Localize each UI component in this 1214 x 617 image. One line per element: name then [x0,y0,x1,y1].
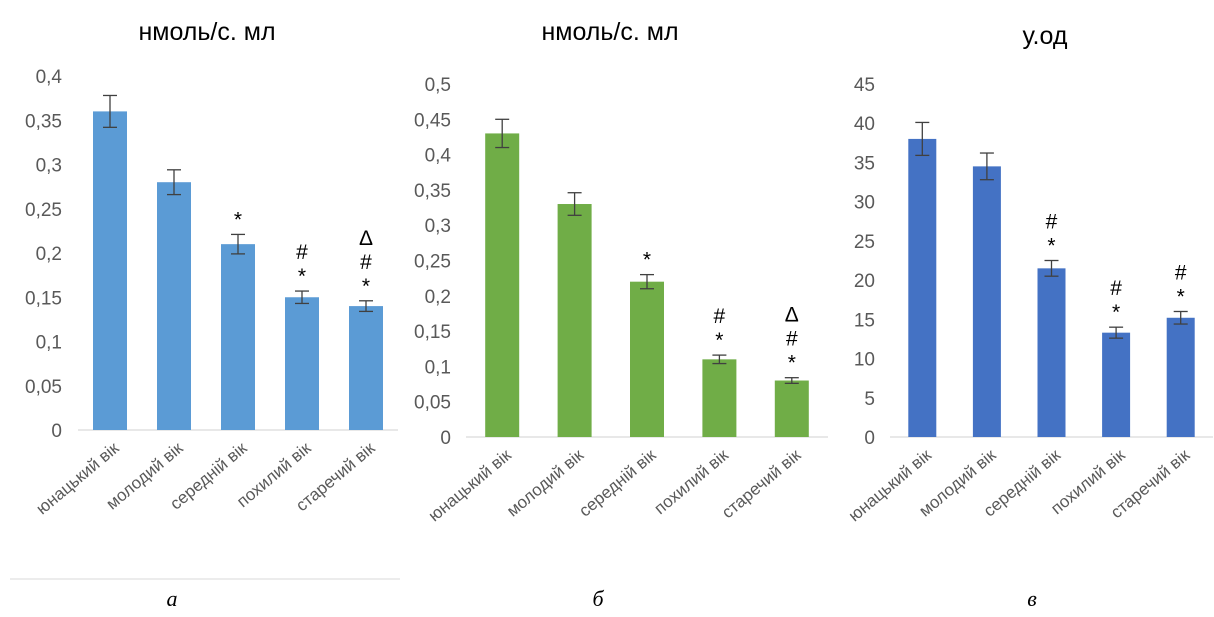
panel-a-significance-mark: # [360,251,372,274]
panel-c-ytick-label: 5 [864,389,875,410]
panel-a-ytick-label: 0,4 [36,67,63,88]
panel-a-ytick-label: 0,3 [36,156,62,177]
panel-a-bar [285,297,319,430]
panel-b-ytick-label: 0,2 [425,287,451,308]
panel-c-bar [908,138,937,437]
panel-c-significance-mark: * [1177,285,1185,308]
panel-c-ytick-label: 0 [864,428,875,449]
panel-a-bar [93,111,127,431]
panel-a-title: нмоль/с. мл [138,18,275,46]
panel-b-bar [485,133,520,438]
panel-c-ytick-label: 45 [854,75,875,96]
panel-b-category-label: старечий вік [718,445,805,522]
panel-a-caption: а [167,586,178,611]
panel-b-ytick-label: 0,3 [425,216,451,237]
panel-b-significance-mark: Δ [785,304,799,327]
panel-b-category-label: юнацький вік [425,445,515,525]
panel-b-significance-mark: * [643,249,651,272]
panel-b-significance-mark: # [714,305,726,328]
panel-a-ytick-label: 0,2 [36,244,62,265]
panel-b-ytick-label: 0,15 [414,322,451,343]
panel-c-bar [1102,332,1131,437]
panel-b-significance-mark: * [715,329,723,352]
panel-c-significance-mark: * [1112,301,1120,324]
panel-c-ytick-label: 15 [854,310,875,331]
panel-c-significance-mark: # [1110,277,1122,300]
panel-b-plot: 0 0,05 0,1 0,15 0,2 0,25 0,3 0,35 0,4 0,45 0,5 юнац… [414,75,828,525]
panel-a: нмоль/с. мл 0 0,05 0,1 0,15 0,2 0,25 0,3 0,35 0,… [25,18,398,611]
panel-b-ytick-label: 0,05 [414,393,451,414]
panel-a-ytick-label: 0,15 [25,288,62,309]
panel-a-significance-mark: Δ [359,227,373,250]
panel-a-ytick-label: 0,25 [25,200,62,221]
panel-c-bar [1166,317,1195,437]
panel-a-significance-mark: * [234,208,242,231]
panel-c-title: у.од [1023,22,1068,50]
panel-b-ytick-label: 0 [440,428,451,449]
panel-b-bar [630,281,664,437]
panel-b-ytick-label: 0,35 [414,181,451,202]
panel-b-caption: б [592,586,604,611]
panel-b-significance-mark: # [786,328,798,351]
panel-c-bar [1037,268,1066,437]
panel-a-ytick-label: 0,1 [36,333,62,354]
panel-a-ytick-label: 0,05 [25,377,62,398]
panel-c-ytick-label: 10 [854,350,875,371]
panel-b-ytick-label: 0,4 [425,146,452,167]
panel-c-ytick-label: 30 [854,193,875,214]
panel-b-significance-mark: * [788,352,796,375]
panel-c-ytick-label: 25 [854,232,875,253]
panel-a-significance-mark: * [298,265,306,288]
panel-b-category-label: молодий вік [503,445,588,520]
panel-a-significance-mark: * [362,275,370,298]
panel-b-ytick-label: 0,5 [425,75,451,96]
panel-b-bar [557,204,592,437]
panel-b-bar [774,380,809,437]
panel-c-ytick-label: 20 [854,271,875,292]
panel-c-ytick-label: 35 [854,153,875,174]
panel-b-category-label: середній вік [575,445,660,520]
panel-b-bar [702,359,737,437]
panel-a-significance-mark: # [296,241,308,264]
panel-b-title: нмоль/с. мл [541,18,678,46]
panel-b: нмоль/с. мл 0 0,05 0,1 0,15 0,2 0,25 0,3 0,35 0,… [414,18,828,611]
panel-c-caption: в [1027,586,1037,611]
panel-a-bar [349,306,383,430]
panel-b-ytick-label: 0,25 [414,252,451,273]
panel-a-ytick-label: 0 [51,421,62,442]
panel-a-bar [221,244,255,430]
panel-a-ytick-label: 0,35 [25,111,62,132]
panel-b-ytick-label: 0,1 [425,357,451,378]
panel-c-ytick-label: 40 [854,114,875,135]
panel-b-ytick-label: 0,45 [414,110,451,131]
panel-c-significance-mark: * [1047,235,1055,258]
panel-c-bar [972,166,1001,437]
panel-a-bar [157,182,191,430]
panel-c-significance-mark: # [1046,211,1058,234]
panel-c-significance-mark: # [1175,261,1187,284]
